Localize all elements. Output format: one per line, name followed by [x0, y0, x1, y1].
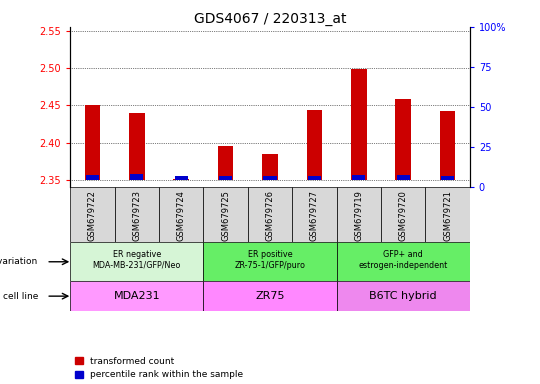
- Text: GFP+ and
estrogen-independent: GFP+ and estrogen-independent: [359, 250, 448, 270]
- Bar: [262, 154, 278, 180]
- Bar: [218, 146, 233, 180]
- Text: GSM679724: GSM679724: [177, 190, 186, 241]
- Text: cell line: cell line: [3, 291, 38, 301]
- Bar: [441, 176, 454, 180]
- Bar: [440, 111, 455, 180]
- Text: GSM679721: GSM679721: [443, 190, 452, 241]
- Text: ZR75: ZR75: [255, 291, 285, 301]
- Bar: [86, 175, 99, 180]
- Text: GSM679723: GSM679723: [132, 190, 141, 241]
- Bar: [351, 70, 367, 180]
- Bar: [336, 187, 381, 242]
- Bar: [85, 105, 100, 180]
- Text: B6TC hybrid: B6TC hybrid: [369, 291, 437, 301]
- Bar: [352, 175, 366, 180]
- Bar: [159, 187, 204, 242]
- Text: GSM679726: GSM679726: [266, 190, 274, 241]
- Bar: [219, 177, 232, 180]
- Bar: [204, 281, 336, 311]
- Bar: [130, 174, 144, 180]
- Bar: [264, 176, 276, 180]
- Text: ER positive
ZR-75-1/GFP/puro: ER positive ZR-75-1/GFP/puro: [234, 250, 306, 270]
- Bar: [204, 187, 248, 242]
- Bar: [70, 281, 204, 311]
- Bar: [174, 176, 188, 180]
- Text: GSM679720: GSM679720: [399, 190, 408, 241]
- Bar: [70, 187, 114, 242]
- Text: genotype/variation: genotype/variation: [0, 257, 38, 266]
- Bar: [129, 113, 145, 180]
- Text: GSM679719: GSM679719: [354, 190, 363, 241]
- Bar: [396, 175, 410, 180]
- Bar: [70, 242, 204, 281]
- Bar: [308, 177, 321, 180]
- Text: GSM679725: GSM679725: [221, 190, 230, 241]
- Bar: [336, 242, 470, 281]
- Text: GSM679722: GSM679722: [88, 190, 97, 241]
- Bar: [336, 281, 470, 311]
- Bar: [381, 187, 426, 242]
- Bar: [173, 179, 189, 180]
- Title: GDS4067 / 220313_at: GDS4067 / 220313_at: [194, 12, 346, 26]
- Bar: [204, 242, 336, 281]
- Text: GSM679727: GSM679727: [310, 190, 319, 241]
- Bar: [292, 187, 336, 242]
- Text: MDA231: MDA231: [113, 291, 160, 301]
- Legend: transformed count, percentile rank within the sample: transformed count, percentile rank withi…: [75, 357, 243, 379]
- Bar: [248, 187, 292, 242]
- Text: ER negative
MDA-MB-231/GFP/Neo: ER negative MDA-MB-231/GFP/Neo: [93, 250, 181, 270]
- Bar: [307, 111, 322, 180]
- Bar: [395, 99, 411, 180]
- Bar: [114, 187, 159, 242]
- Bar: [426, 187, 470, 242]
